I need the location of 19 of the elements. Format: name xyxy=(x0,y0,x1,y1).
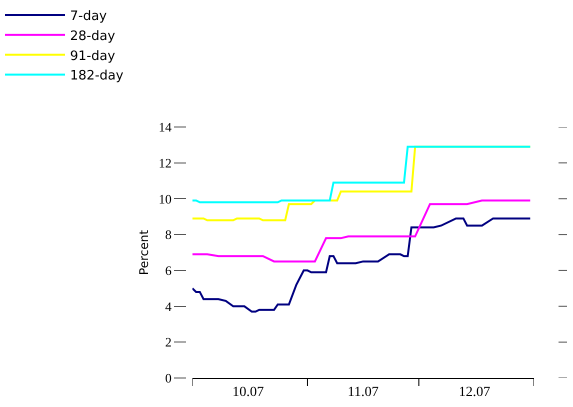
legend-label: 182-day xyxy=(70,68,124,84)
x-tick-label: 11.07 xyxy=(348,384,379,400)
y-tick-label: 10 xyxy=(158,191,172,206)
line-series xyxy=(192,217,532,313)
legend-label: 7-day xyxy=(70,9,108,24)
legend-label: 28-day xyxy=(70,28,116,44)
y-axis-title: Percent xyxy=(136,230,151,276)
legend-label: 91-day xyxy=(70,48,116,64)
y-tick-label: 2 xyxy=(165,334,172,350)
y-tick-label: 6 xyxy=(165,262,172,278)
y-tick-label: 14 xyxy=(158,120,172,135)
y-tick-label: 0 xyxy=(165,370,172,386)
line-series xyxy=(192,146,532,204)
x-tick-label: 12.07 xyxy=(458,384,490,400)
y-tick-label: 12 xyxy=(158,155,172,170)
line-series xyxy=(192,200,532,262)
x-tick-label: 10.07 xyxy=(232,384,264,400)
y-tick-label: 8 xyxy=(165,227,172,242)
y-tick-label: 4 xyxy=(165,298,172,314)
